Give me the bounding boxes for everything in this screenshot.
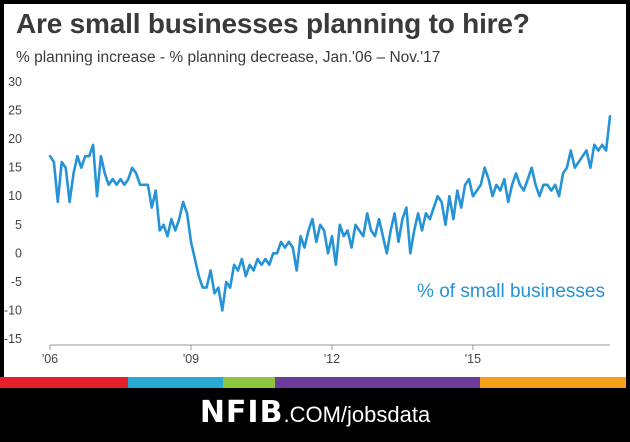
footer-url: .COM/jobsdata bbox=[283, 402, 431, 427]
stripe-segment bbox=[128, 377, 223, 388]
stripe-segment bbox=[275, 377, 480, 388]
x-tick-label: '06 bbox=[42, 352, 58, 366]
y-axis: 30 25 20 15 10 5 0 -5 -10 -15 bbox=[4, 75, 22, 346]
series-label: % of small businesses bbox=[417, 281, 605, 302]
color-stripe bbox=[0, 377, 626, 388]
stripe-segment bbox=[0, 377, 128, 388]
stripe-segment bbox=[480, 377, 626, 388]
y-tick-label: 0 bbox=[15, 246, 22, 260]
x-tick-label: '15 bbox=[465, 352, 481, 366]
y-tick-label: 5 bbox=[15, 218, 22, 232]
y-tick-label: 20 bbox=[8, 132, 22, 146]
series-line bbox=[48, 115, 612, 312]
y-tick-label: 10 bbox=[8, 189, 22, 203]
chart-subtitle: % planning increase - % planning decreas… bbox=[16, 49, 441, 66]
footer: NFIB.COM/jobsdata bbox=[0, 395, 630, 439]
series-layer: % of small businesses bbox=[48, 115, 612, 312]
chart-title: Are small businesses planning to hire? bbox=[16, 8, 530, 39]
x-axis: '06 '09 '12 '15 bbox=[42, 344, 610, 366]
brand-logo: NFIB bbox=[199, 395, 284, 430]
x-tick-label: '12 bbox=[324, 352, 340, 366]
stripe-segment bbox=[223, 377, 275, 388]
y-tick-label: 15 bbox=[8, 161, 22, 175]
x-tick-label: '09 bbox=[183, 352, 199, 366]
y-tick-label: 25 bbox=[8, 104, 22, 118]
y-tick-label: -5 bbox=[11, 275, 22, 289]
y-tick-label: -10 bbox=[4, 303, 22, 317]
y-tick-label: -15 bbox=[4, 332, 22, 346]
y-tick-label: 30 bbox=[8, 75, 22, 89]
